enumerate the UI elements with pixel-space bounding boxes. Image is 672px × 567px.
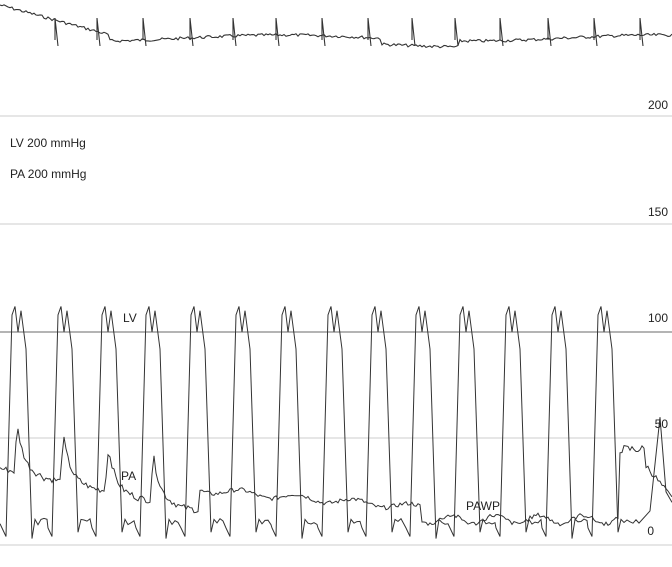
series-label-pawp: PAWP <box>466 499 501 513</box>
pa-pressure-trace <box>0 428 672 527</box>
y-tick-0: 0 <box>647 524 654 538</box>
header-line-lv: LV 200 mmHg <box>10 136 86 150</box>
y-tick-200: 200 <box>647 98 668 112</box>
series-label-lv: LV <box>123 311 137 325</box>
header-line-pa: PA 200 mmHg <box>10 167 87 181</box>
series-label-pa: PA <box>121 469 137 483</box>
y-tick-100: 100 <box>647 311 668 325</box>
y-tick-50: 50 <box>654 417 668 431</box>
lv-pressure-trace <box>0 306 672 539</box>
grid-lines <box>0 115 672 546</box>
top-ecg-trace <box>0 4 672 49</box>
y-tick-150: 150 <box>647 205 668 219</box>
